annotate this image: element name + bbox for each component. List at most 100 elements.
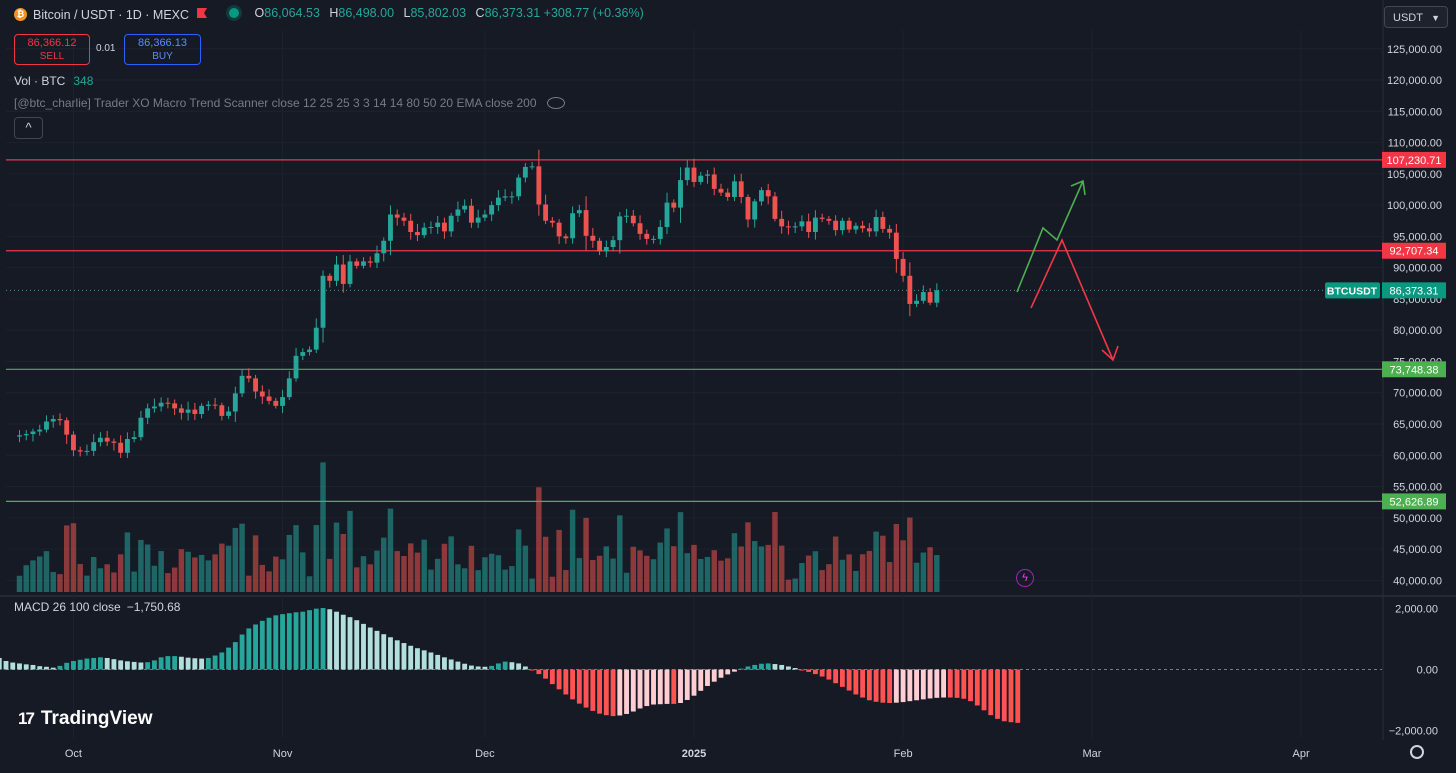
volume-legend[interactable]: Vol · BTC 348 bbox=[14, 74, 93, 88]
settings-gear-icon[interactable] bbox=[1410, 745, 1424, 759]
indicator-legend[interactable]: [@btc_charlie] Trader XO Macro Trend Sca… bbox=[14, 96, 565, 110]
macd-bar bbox=[833, 669, 839, 684]
volume-bar bbox=[151, 565, 158, 592]
volume-bar bbox=[495, 555, 502, 592]
candle-body bbox=[421, 227, 427, 236]
candle-body bbox=[563, 236, 569, 239]
macd-bar bbox=[421, 650, 427, 670]
volume-bar bbox=[131, 571, 137, 592]
macd-axis: 2,000.00 0.00 −2,000.00 bbox=[1389, 604, 1438, 738]
volume-bar bbox=[198, 554, 205, 592]
volume-bar bbox=[832, 536, 839, 592]
candle-body bbox=[124, 439, 130, 453]
volume-bar bbox=[16, 575, 23, 592]
candle-body bbox=[313, 327, 319, 350]
candle bbox=[253, 374, 258, 399]
candle-body bbox=[509, 196, 515, 198]
candle bbox=[610, 236, 616, 252]
candle bbox=[232, 386, 238, 422]
macd-bar bbox=[657, 669, 663, 705]
candle-body bbox=[570, 213, 576, 239]
candle bbox=[280, 389, 285, 414]
volume-bar bbox=[900, 540, 906, 592]
volume-bar bbox=[306, 576, 313, 592]
candle bbox=[205, 400, 211, 411]
projection-arrows bbox=[1016, 179, 1119, 362]
candle bbox=[37, 424, 43, 436]
candle bbox=[361, 257, 366, 269]
candle-body bbox=[98, 437, 103, 443]
candle bbox=[138, 410, 144, 441]
volume-bar bbox=[421, 539, 427, 592]
candle-body bbox=[502, 196, 508, 198]
macd-bar bbox=[64, 662, 70, 670]
volume-bar bbox=[920, 552, 927, 592]
candle bbox=[522, 163, 528, 183]
sell-button[interactable]: 86,366.12 SELL bbox=[14, 34, 90, 65]
volume-label: Vol · BTC bbox=[14, 74, 66, 88]
symbol-tag-label: BTCUSDT bbox=[1327, 285, 1378, 297]
currency-selector[interactable]: USDT ▼ bbox=[1384, 6, 1448, 28]
volume-bar bbox=[279, 559, 286, 592]
hidden-eye-icon[interactable] bbox=[546, 97, 565, 109]
volume-bar bbox=[698, 559, 704, 592]
market-status-icon[interactable] bbox=[229, 8, 240, 18]
candle-body bbox=[826, 218, 832, 221]
candle-body bbox=[205, 404, 211, 406]
macd-bar bbox=[374, 630, 380, 670]
macd-legend[interactable]: MACD 26 100 close −1,750.68 bbox=[14, 600, 180, 614]
macd-bar bbox=[408, 645, 414, 670]
candle bbox=[448, 212, 454, 237]
candle bbox=[307, 346, 312, 356]
buy-button[interactable]: 86,366.13 BUY bbox=[124, 34, 201, 65]
candle bbox=[367, 256, 373, 268]
lightning-icon[interactable]: ϟ bbox=[1016, 569, 1034, 587]
macd-bar bbox=[799, 669, 805, 671]
macd-bar bbox=[786, 666, 791, 670]
volume-bar bbox=[461, 568, 468, 592]
macd-bar bbox=[10, 662, 16, 670]
candle-body bbox=[415, 232, 420, 236]
volume-bar bbox=[313, 525, 320, 592]
volume-bar bbox=[529, 578, 535, 592]
candle bbox=[846, 217, 852, 233]
symbol-tag bbox=[1325, 282, 1380, 299]
candle bbox=[833, 215, 839, 236]
candle bbox=[57, 413, 63, 426]
macd-bar bbox=[995, 669, 1000, 719]
last-price-tag-label: 86,373.31 bbox=[1390, 285, 1439, 297]
macd-bar bbox=[442, 657, 447, 670]
macd-bar bbox=[98, 657, 103, 670]
candle-body bbox=[887, 228, 893, 233]
macd-bar bbox=[1008, 669, 1014, 723]
volume-bar bbox=[556, 529, 562, 592]
candle bbox=[98, 432, 103, 447]
macd-bar bbox=[185, 657, 191, 670]
candle bbox=[145, 403, 151, 425]
macd-bar bbox=[893, 669, 899, 703]
candle bbox=[839, 217, 845, 235]
candle-body bbox=[880, 216, 886, 229]
collapse-legend-button[interactable]: ^ bbox=[14, 117, 43, 139]
volume-bar bbox=[387, 508, 394, 592]
candle bbox=[860, 220, 866, 233]
macd-value: −1,750.68 bbox=[126, 600, 181, 614]
flag-icon[interactable] bbox=[197, 8, 208, 18]
tradingview-logo[interactable]: 17 TradingView bbox=[18, 708, 153, 730]
symbol-title[interactable]: Bitcoin / USDT · 1D · MEXC bbox=[33, 7, 190, 22]
candle bbox=[462, 199, 468, 213]
candle bbox=[239, 369, 245, 397]
candle-body bbox=[725, 192, 731, 197]
candle bbox=[657, 220, 663, 245]
price-axis: 125,000.00 120,000.00 115,000.00 110,000.00… bbox=[1387, 44, 1442, 588]
macd-bar bbox=[732, 669, 737, 672]
ohlc-values: O86,064.53 H86,498.00 L85,802.03 C86,373… bbox=[254, 6, 644, 20]
macd-bar bbox=[475, 666, 481, 670]
candle-body bbox=[320, 275, 326, 328]
candle-body bbox=[219, 405, 225, 416]
candle bbox=[124, 432, 130, 459]
candle bbox=[624, 208, 629, 223]
candle-body bbox=[691, 167, 697, 182]
